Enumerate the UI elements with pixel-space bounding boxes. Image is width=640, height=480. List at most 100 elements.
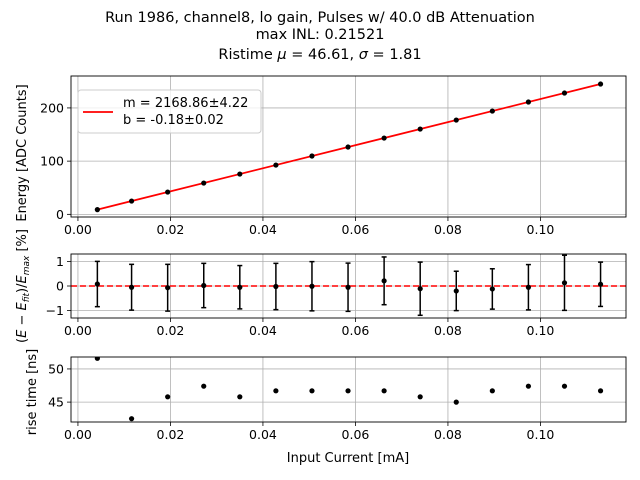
data-point	[165, 285, 171, 291]
data-point	[94, 207, 100, 213]
data-point	[417, 394, 423, 400]
data-point	[237, 171, 243, 177]
residual-ylabel-p7: max	[22, 255, 32, 275]
energy-vs-current-y-tick-label: 200	[40, 100, 64, 115]
data-point	[201, 180, 207, 186]
data-point	[309, 283, 315, 289]
energy-vs-current-marks	[94, 81, 604, 213]
data-point	[273, 162, 279, 168]
title-line-3-prefix: Ristime	[218, 47, 277, 63]
residual-y-axis-label: (E − Efit)/Emax [%]	[15, 229, 32, 343]
inl-residuals-x-tick-label: 0.04	[249, 323, 277, 338]
residual-ylabel-p3: E	[15, 302, 30, 311]
data-point	[525, 99, 532, 105]
residual-ylabel-p8: [%]	[15, 229, 30, 256]
inl-residuals-x-tick-label: 0.08	[434, 323, 462, 338]
data-point	[561, 90, 568, 96]
data-point	[453, 288, 459, 294]
data-point	[345, 144, 351, 150]
data-point	[561, 280, 568, 286]
data-point	[417, 126, 423, 132]
inl-residuals-x-tick-label: 0.00	[64, 323, 92, 338]
legend-label-slope: m = 2168.86±4.22	[123, 96, 248, 111]
data-point	[273, 388, 279, 394]
residual-ylabel-p4: fit	[22, 292, 32, 302]
data-point	[94, 357, 100, 361]
inl-residuals-x-tick-label: 0.02	[157, 323, 185, 338]
chart-title: Run 1986, channel8, lo gain, Pulses w/ 4…	[105, 10, 535, 63]
inl-residuals-marks	[71, 254, 626, 317]
data-point	[309, 153, 315, 159]
rise-time-x-tick-label: 0.06	[342, 427, 370, 442]
data-point	[237, 394, 243, 400]
title-sigma-symbol: σ	[359, 47, 369, 63]
data-point	[94, 281, 100, 287]
residual-panel: 0.00 0.02 0.04 0.06 0.08 0.10 −1 0 1	[46, 253, 627, 338]
data-point	[453, 399, 459, 405]
energy-y-axis-label: Energy [ADC Counts]	[15, 84, 30, 221]
data-point	[345, 284, 351, 290]
data-point	[237, 284, 243, 290]
title-line-3-mid: = 46.61,	[287, 47, 359, 63]
inl-residuals-axes-frame	[70, 253, 627, 319]
residual-ylabel-p6: E	[15, 274, 30, 283]
rise-time-y-tick-label: 50	[48, 361, 64, 376]
energy-panel: 0.00 0.02 0.04 0.06 0.08 0.10 0 100 200	[40, 75, 627, 237]
rise-time-x-tick-label: 0.02	[157, 427, 185, 442]
energy-vs-current-axes-frame	[70, 75, 627, 218]
legend-label-intercept: b = -0.18±0.02	[123, 113, 224, 128]
energy-vs-current-x-tick-label: 0.10	[527, 222, 555, 237]
data-point	[597, 281, 604, 287]
data-point	[381, 278, 387, 284]
energy-vs-current-x-tick-label: 0.08	[434, 222, 462, 237]
data-point	[597, 388, 604, 394]
energy-vs-current-x-tick-label: 0.04	[249, 222, 277, 237]
residual-ylabel-p2: −	[15, 311, 30, 330]
data-point	[381, 388, 387, 394]
rise-time-axes-frame	[70, 356, 627, 423]
title-line-2: max INL: 0.21521	[256, 27, 385, 43]
rise-time-x-tick-label: 0.00	[64, 427, 92, 442]
energy-vs-current-y-tick-label: 0	[56, 207, 64, 222]
data-point	[345, 388, 351, 394]
data-point	[201, 282, 207, 289]
data-point	[273, 283, 279, 290]
data-point	[128, 198, 135, 204]
legend-frame	[77, 89, 262, 134]
rise-time-x-tick-label: 0.08	[434, 427, 462, 442]
inl-residuals-x-tick-label: 0.10	[527, 323, 555, 338]
rise-time-grid	[71, 357, 626, 422]
data-point	[489, 388, 495, 394]
data-point	[489, 108, 495, 114]
title-line-1: Run 1986, channel8, lo gain, Pulses w/ 4…	[105, 10, 535, 26]
data-point	[165, 189, 171, 195]
data-point	[525, 383, 532, 389]
residual-ylabel-p5: )/	[15, 283, 30, 293]
data-point	[525, 284, 532, 290]
data-point	[597, 81, 604, 87]
inl-residuals-y-tick-label: −1	[46, 303, 64, 318]
risetime-panel: 0.00 0.02 0.04 0.06 0.08 0.10 45 50	[48, 356, 627, 442]
data-point	[165, 394, 171, 400]
x-axis-label: Input Current [mA]	[287, 451, 409, 466]
data-point	[128, 416, 135, 422]
data-point	[489, 286, 495, 292]
data-point	[561, 383, 568, 389]
data-point	[201, 383, 207, 389]
rise-time-x-tick-label: 0.04	[249, 427, 277, 442]
rise-time-marks	[94, 357, 604, 422]
energy-vs-current-x-tick-label: 0.06	[342, 222, 370, 237]
data-point	[128, 284, 135, 290]
legend: m = 2168.86±4.22 b = -0.18±0.02	[77, 89, 262, 134]
energy-vs-current-y-tick-label: 100	[40, 154, 64, 169]
title-line-3-suffix: = 1.81	[368, 47, 422, 63]
risetime-y-axis-label: rise time [ns]	[25, 349, 40, 436]
energy-vs-current-x-tick-label: 0.00	[64, 222, 92, 237]
inl-residuals-y-tick-label: 0	[56, 279, 64, 294]
inl-residuals-x-tick-label: 0.06	[342, 323, 370, 338]
rise-time-x-tick-label: 0.10	[527, 427, 555, 442]
residual-ylabel-p0: (	[15, 338, 30, 343]
residual-ylabel-p1: E	[15, 329, 30, 338]
title-line-3: Ristime μ = 46.61, σ = 1.81	[218, 47, 421, 63]
